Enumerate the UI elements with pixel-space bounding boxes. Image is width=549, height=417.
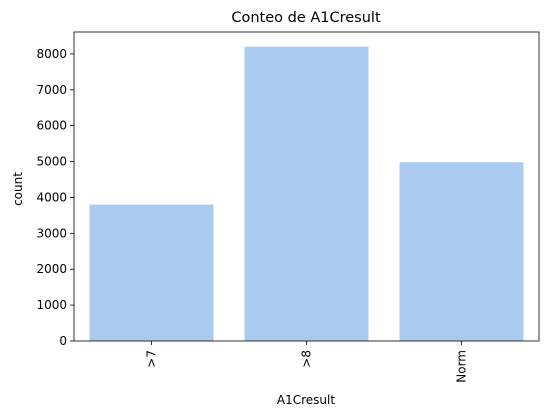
- x-axis-label: A1Cresult: [277, 393, 335, 407]
- x-tick-label: >8: [300, 350, 314, 368]
- x-tick-label: Norm: [455, 350, 469, 383]
- y-tick-label: 7000: [36, 83, 67, 97]
- chart-title: Conteo de A1Cresult: [231, 10, 381, 26]
- y-tick-label: 5000: [36, 155, 67, 169]
- y-tick-label: 6000: [36, 119, 67, 133]
- y-tick-label: 1000: [36, 298, 67, 312]
- y-tick-label: 2000: [36, 262, 67, 276]
- plot-frame: [73, 31, 540, 342]
- y-tick-label: 0: [59, 334, 67, 348]
- bar-2: [399, 162, 524, 341]
- y-axis-label: count: [11, 172, 25, 206]
- x-tick-label: >7: [145, 350, 159, 368]
- y-tick-label: 3000: [36, 226, 67, 240]
- bar-0: [89, 204, 214, 341]
- bar-1: [244, 46, 369, 341]
- y-axis-ticks: 0 1000 2000 3000 4000 5000 6000 7000 8000: [36, 47, 74, 348]
- bars-group: [89, 46, 524, 341]
- y-tick-label: 4000: [36, 190, 67, 204]
- y-tick-label: 8000: [36, 47, 67, 61]
- x-axis-ticks: >7 >8 Norm: [145, 341, 469, 383]
